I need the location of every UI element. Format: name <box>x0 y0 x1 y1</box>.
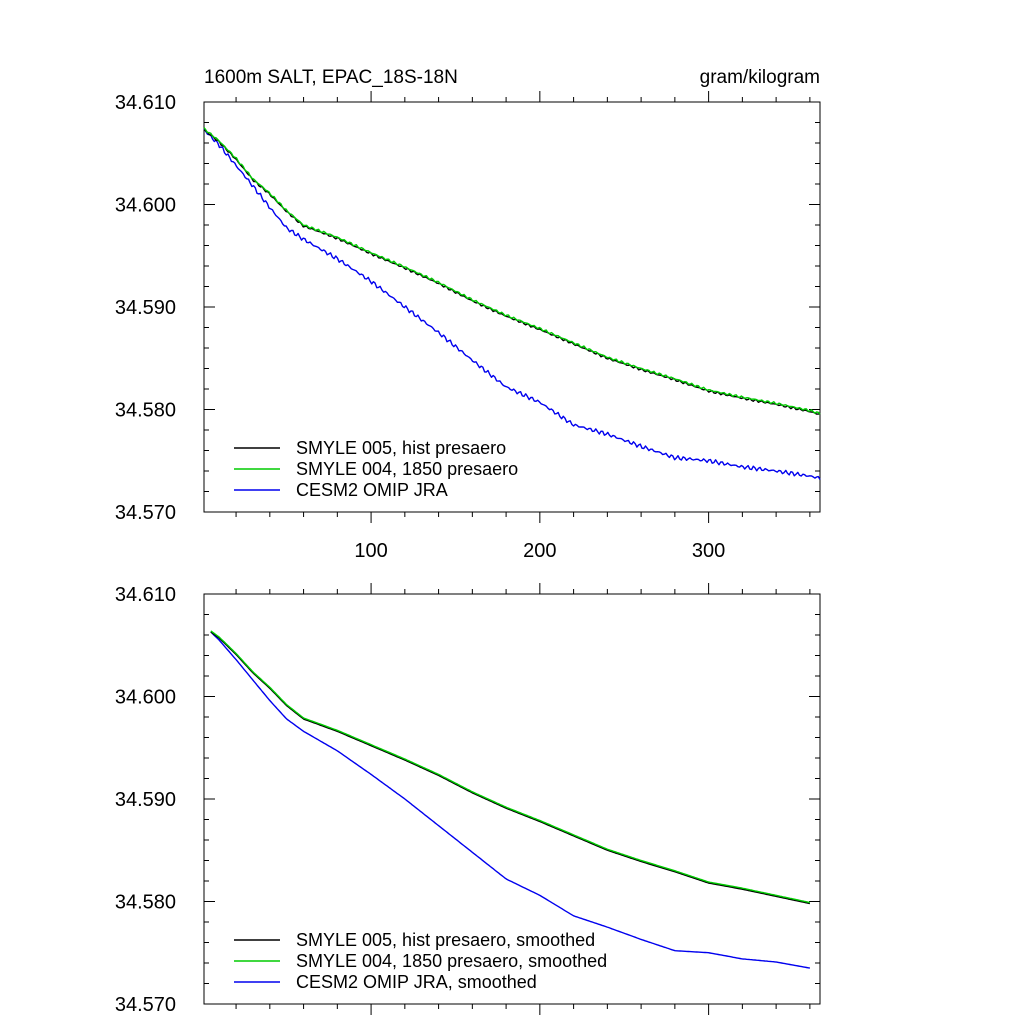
legend-label: SMYLE 004, 1850 presaero <box>296 459 518 479</box>
legend-label: SMYLE 005, hist presaero <box>296 438 506 458</box>
x-tick-label: 300 <box>692 540 725 562</box>
series-line-2 <box>203 128 821 480</box>
y-tick-label: 34.570 <box>115 994 176 1016</box>
units-label: gram/kilogram <box>700 67 820 88</box>
series-line-0 <box>210 631 811 905</box>
series-line-1 <box>203 127 821 415</box>
series-line-1 <box>210 630 811 904</box>
y-tick-label: 34.570 <box>115 502 176 524</box>
y-tick-label: 34.600 <box>115 687 176 709</box>
y-tick-label: 34.590 <box>115 789 176 811</box>
x-tick-label: 200 <box>523 540 556 562</box>
legend-label: CESM2 OMIP JRA, smoothed <box>296 972 537 992</box>
series-line-2 <box>210 631 811 969</box>
y-tick-label: 34.580 <box>115 892 176 914</box>
chart-title: 1600m SALT, EPAC_18S-18N <box>204 67 458 88</box>
y-tick-label: 34.600 <box>115 195 176 217</box>
legend-label: SMYLE 005, hist presaero, smoothed <box>296 930 595 950</box>
y-tick-label: 34.580 <box>115 400 176 422</box>
legend-label: CESM2 OMIP JRA <box>296 480 448 500</box>
series-line-0 <box>203 129 821 415</box>
bottom-panel: 34.570 34.580 34.590 34.600 34.610 SMYLE 005,… <box>115 583 821 1016</box>
y-tick-label: 34.610 <box>115 584 176 606</box>
x-tick-label: 100 <box>354 540 387 562</box>
legend-label: SMYLE 004, 1850 presaero, smoothed <box>296 951 607 971</box>
y-tick-label: 34.610 <box>115 92 176 114</box>
y-tick-label: 34.590 <box>115 297 176 319</box>
top-panel: 34.570 34.580 34.590 34.600 34.610 100 200 300 1… <box>115 67 821 562</box>
